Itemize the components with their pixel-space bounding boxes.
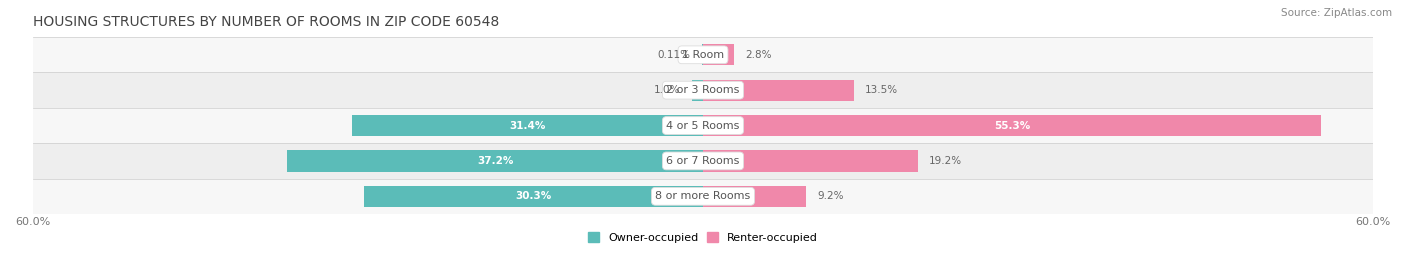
- Legend: Owner-occupied, Renter-occupied: Owner-occupied, Renter-occupied: [583, 228, 823, 247]
- Bar: [703, 80, 853, 101]
- Text: 6 or 7 Rooms: 6 or 7 Rooms: [666, 156, 740, 166]
- Bar: [32, 179, 1374, 214]
- Bar: [703, 150, 918, 172]
- Bar: [692, 80, 703, 101]
- Bar: [32, 108, 1374, 143]
- Text: 37.2%: 37.2%: [477, 156, 513, 166]
- Text: 1.0%: 1.0%: [654, 85, 681, 95]
- Bar: [352, 115, 703, 136]
- Text: 0.11%: 0.11%: [658, 50, 690, 60]
- Bar: [703, 186, 806, 207]
- Bar: [32, 37, 1374, 72]
- Text: 13.5%: 13.5%: [865, 85, 898, 95]
- Text: 8 or more Rooms: 8 or more Rooms: [655, 191, 751, 201]
- Text: 30.3%: 30.3%: [516, 191, 553, 201]
- Text: Source: ZipAtlas.com: Source: ZipAtlas.com: [1281, 8, 1392, 18]
- Text: 4 or 5 Rooms: 4 or 5 Rooms: [666, 121, 740, 130]
- Bar: [703, 115, 1320, 136]
- Text: 55.3%: 55.3%: [994, 121, 1031, 130]
- Bar: [32, 143, 1374, 179]
- Bar: [32, 72, 1374, 108]
- Text: HOUSING STRUCTURES BY NUMBER OF ROOMS IN ZIP CODE 60548: HOUSING STRUCTURES BY NUMBER OF ROOMS IN…: [32, 15, 499, 29]
- Text: 9.2%: 9.2%: [817, 191, 844, 201]
- Bar: [703, 44, 734, 65]
- Text: 2 or 3 Rooms: 2 or 3 Rooms: [666, 85, 740, 95]
- Text: 1 Room: 1 Room: [682, 50, 724, 60]
- Bar: [287, 150, 703, 172]
- Bar: [364, 186, 703, 207]
- Text: 31.4%: 31.4%: [509, 121, 546, 130]
- Text: 19.2%: 19.2%: [929, 156, 962, 166]
- Text: 2.8%: 2.8%: [745, 50, 772, 60]
